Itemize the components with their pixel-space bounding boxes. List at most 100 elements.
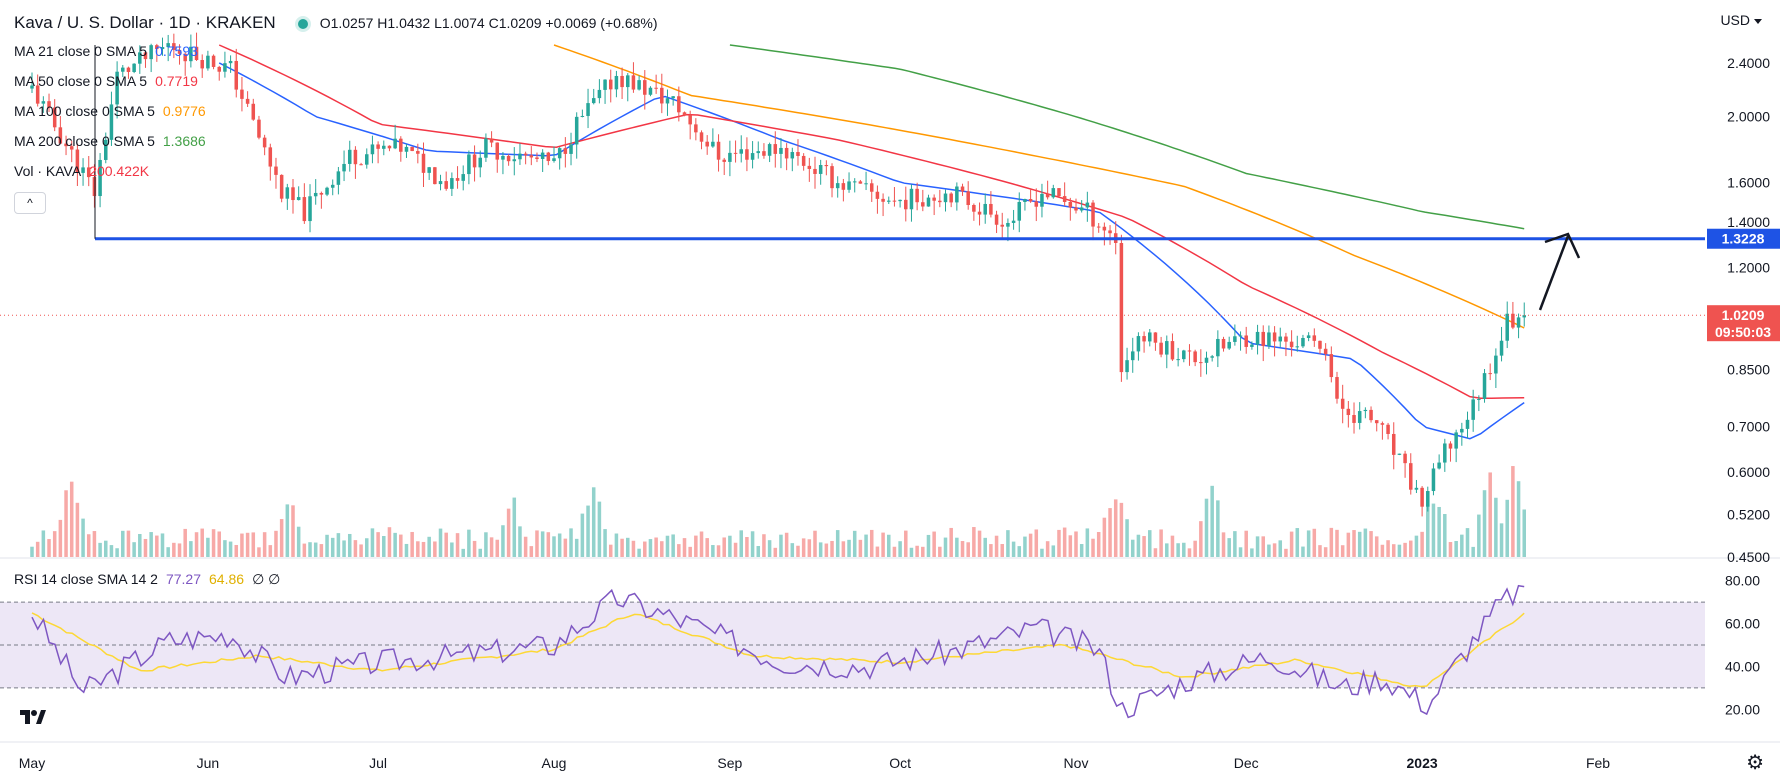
volume-bar [660, 541, 664, 557]
candle [1153, 332, 1158, 351]
volume-bar [938, 546, 942, 557]
candle [1397, 453, 1402, 456]
candle [818, 159, 823, 185]
volume-bar [1329, 527, 1334, 557]
candle [279, 174, 284, 203]
candle [523, 151, 528, 165]
volume-bar [1295, 528, 1300, 557]
volume-bar [801, 538, 806, 557]
volume-bar [552, 536, 556, 557]
volume-bar [608, 544, 613, 557]
volume-bar [1471, 546, 1475, 557]
volume-bar [671, 534, 675, 557]
volume-bar [410, 531, 414, 557]
volume-bar [399, 534, 403, 557]
candle [682, 111, 687, 117]
indicator-legend-row[interactable]: Vol · KAVA 200.422K [14, 162, 149, 180]
rsi-legend[interactable]: RSI 14 close SMA 14 2 77.27 64.86 ∅ ∅ [14, 570, 280, 588]
candle [1193, 349, 1197, 367]
volume-bar [268, 545, 273, 557]
candle [1045, 180, 1050, 200]
volume-bar [1045, 541, 1050, 557]
candle [86, 155, 91, 187]
currency-selector[interactable]: USD [1720, 12, 1762, 28]
candle [955, 182, 959, 211]
candle [1221, 336, 1226, 352]
volume-bar [353, 540, 358, 557]
volume-bar [138, 534, 142, 557]
candle [1323, 343, 1328, 361]
candle [1494, 348, 1498, 388]
volume-bar [796, 545, 800, 557]
time-tick-label: Feb [1586, 755, 1610, 771]
volume-bar [257, 547, 261, 557]
candle [325, 186, 329, 197]
candle [217, 65, 221, 81]
candle [603, 79, 607, 104]
candle [121, 64, 125, 78]
indicator-legend-row[interactable]: MA 200 close 0 SMA 5 1.3686 [14, 132, 206, 150]
rsi-line [31, 584, 1525, 719]
candle [1409, 453, 1413, 495]
indicator-legend-row[interactable]: MA 100 close 0 SMA 5 0.9776 [14, 102, 206, 120]
candle [1522, 302, 1526, 327]
symbol-title[interactable]: Kava / U. S. Dollar · 1D · KRAKEN [14, 13, 276, 32]
candle [943, 189, 948, 212]
candle [421, 142, 426, 188]
candle [1199, 349, 1203, 377]
candle [1216, 330, 1220, 368]
volume-bar [166, 547, 170, 557]
indicator-legend-row[interactable]: MA 21 close 0 SMA 5 0.7593 [14, 42, 198, 60]
chevron-up-icon[interactable]: ^ [14, 192, 46, 214]
volume-bar [1074, 531, 1078, 557]
axes: 2.4000 2.0000 1.6000 1.4000 1.2000 0.8500 0.70… [0, 55, 1780, 771]
volume-bar [1335, 529, 1339, 557]
volume-bar [1284, 548, 1288, 557]
volume-bar [467, 529, 471, 557]
volume-bar [495, 539, 500, 557]
volume-bar [58, 519, 63, 557]
candle [313, 179, 318, 205]
candle [177, 44, 182, 65]
candle [484, 133, 488, 162]
volume-bar [705, 538, 709, 557]
volume-bar [455, 533, 460, 557]
volume-bar [501, 525, 505, 557]
symbol-header[interactable]: Kava / U. S. Dollar · 1D · KRAKEN O1.0257… [14, 14, 658, 32]
candle [393, 124, 397, 150]
volume-bar [1011, 541, 1016, 557]
volume-bar [1255, 536, 1260, 557]
candle [359, 162, 363, 166]
volume-bar [1363, 528, 1368, 557]
volume-bar [1040, 548, 1044, 557]
gear-icon[interactable]: ⚙ [1746, 752, 1764, 774]
volume-bar [1488, 472, 1492, 557]
indicator-legend-row[interactable]: MA 50 close 0 SMA 5 0.7719 [14, 72, 198, 90]
candle [1340, 384, 1345, 424]
volume-bar [620, 538, 624, 557]
volume-bar [438, 528, 443, 557]
volume-bar [1017, 546, 1022, 557]
volume-bar [1369, 531, 1373, 557]
candle [1295, 335, 1300, 352]
candle [529, 146, 534, 166]
volume-bar [535, 530, 539, 557]
tradingview-logo-icon[interactable] [18, 706, 48, 728]
candle [1499, 326, 1504, 362]
candle [1460, 422, 1464, 446]
candle [1040, 183, 1044, 218]
candle [455, 166, 460, 189]
candle [773, 131, 778, 168]
moving-average-line [553, 44, 1525, 329]
volume-bar [313, 542, 318, 557]
candle [308, 184, 312, 233]
candle [847, 172, 851, 193]
candle [35, 74, 40, 107]
volume-bar [1301, 546, 1305, 557]
candle [620, 67, 624, 99]
volume-bar [1113, 499, 1118, 557]
candle [869, 179, 874, 202]
volume-bar [336, 533, 341, 557]
candle [518, 143, 522, 165]
